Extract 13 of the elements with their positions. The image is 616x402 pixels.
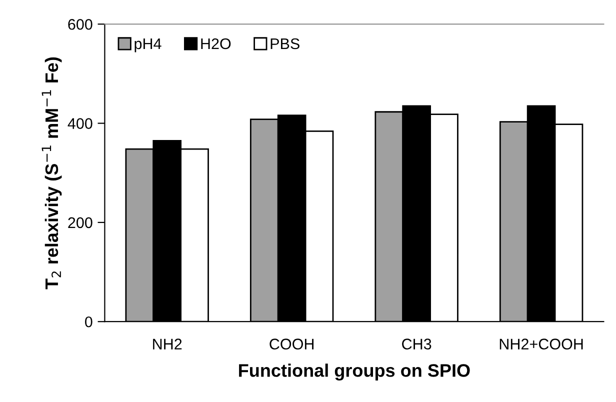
x-tick-label: NH2 — [153, 338, 182, 350]
y-axis-title: T$_{2}$ relaxivity (S$^{−1}$ mM$^{−1}$ Fe) — [42, 57, 62, 290]
y-tick-label: 600 — [68, 18, 92, 30]
y-tick-label: 400 — [68, 118, 92, 129]
x-tick-label: NH2+COOH — [500, 338, 583, 350]
x-axis-title: Functional groups on SPIO — [239, 364, 470, 381]
y-tick-label: 0 — [85, 316, 92, 328]
legend-label: pH4 — [134, 38, 162, 52]
legend-label: H2O — [201, 38, 231, 50]
x-tick-label: CH3 — [402, 338, 432, 350]
x-tick-label: COOH — [270, 338, 314, 350]
legend-label: PBS — [270, 38, 300, 50]
y-tick-label: 200 — [68, 217, 92, 228]
